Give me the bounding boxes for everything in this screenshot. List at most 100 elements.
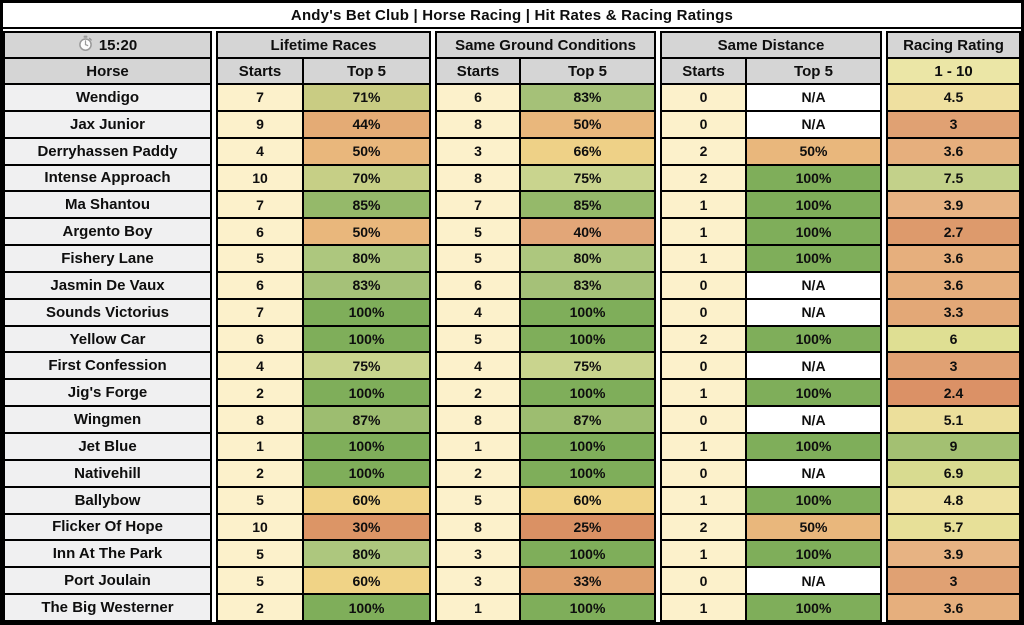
top5-rate-cell: 100% — [519, 297, 656, 327]
starts-cell: 6 — [216, 324, 304, 354]
horse-name-cell: First Confession — [3, 351, 212, 381]
table-row: Jasmin De Vaux — [3, 270, 212, 300]
racing-rating-cell: 5.7 — [886, 512, 1021, 542]
header-row-groups: Same Distance — [660, 31, 882, 59]
racing-rating-cell: 6.9 — [886, 458, 1021, 488]
top5-rate-cell: 100% — [745, 593, 882, 622]
table-row: 2 50% — [660, 512, 882, 542]
top5-rate-cell: 60% — [302, 485, 431, 515]
table-row: 7 71% — [216, 83, 431, 112]
table-row: 1 100% — [660, 431, 882, 461]
racing-rating-cell: 3.6 — [886, 136, 1021, 166]
racing-rating-cell: 9 — [886, 431, 1021, 461]
horse-name-cell: Derryhassen Paddy — [3, 136, 212, 166]
racing-rating-header: Racing Rating — [886, 31, 1021, 59]
top5-rate-cell: 71% — [302, 83, 431, 112]
table-area: 15:20 Horse Wendigo Jax Junior Derryhassen… — [3, 31, 1021, 622]
horse-name-cell: Nativehill — [3, 458, 212, 488]
top5-rate-cell: N/A — [745, 351, 882, 381]
table-row: 7 85% — [435, 190, 656, 220]
table-row: 3.6 — [886, 244, 1021, 273]
horse-name-cell: Ma Shantou — [3, 190, 212, 220]
starts-cell: 2 — [660, 163, 747, 193]
top5-rate-cell: 83% — [519, 83, 656, 112]
racing-rating-cell: 3 — [886, 351, 1021, 381]
table-row: 4 50% — [216, 136, 431, 166]
horse-name-cell: The Big Westerner — [3, 593, 212, 622]
top5-rate-cell: 50% — [519, 109, 656, 139]
starts-cell: 8 — [435, 109, 521, 139]
top5-rate-cell: 80% — [519, 244, 656, 273]
table-row: 6 83% — [435, 83, 656, 112]
header-row-columns: Starts Top 5 — [435, 57, 656, 85]
header-row-groups: 15:20 — [3, 31, 212, 59]
header-row-groups: Same Ground Conditions — [435, 31, 656, 59]
top5-rate-cell: 100% — [745, 190, 882, 220]
top5-rate-cell: N/A — [745, 405, 882, 434]
horse-name-cell: Argento Boy — [3, 217, 212, 247]
top5-rate-cell: 100% — [745, 244, 882, 273]
table-row: Derryhassen Paddy — [3, 136, 212, 166]
top5-rate-cell: 100% — [519, 324, 656, 354]
top5-rate-cell: 100% — [302, 593, 431, 622]
top5-rate-cell: 40% — [519, 217, 656, 247]
starts-cell: 0 — [660, 83, 747, 112]
top5-rate-cell: 66% — [519, 136, 656, 166]
starts-cell: 0 — [660, 405, 747, 434]
top5-rate-cell: 87% — [519, 405, 656, 434]
top5-rate-cell: 100% — [302, 297, 431, 327]
starts-cell: 5 — [435, 324, 521, 354]
top5-rate-cell: 100% — [519, 593, 656, 622]
racing-rating-table: Racing Rating 1 - 10 4.5 3 3.6 7.5 3.9 2.7 3.6… — [886, 31, 1021, 622]
top5-header: Top 5 — [519, 57, 656, 85]
table-row: 1 100% — [660, 217, 882, 247]
table-row: 2.7 — [886, 217, 1021, 247]
header-row-columns: 1 - 10 — [886, 57, 1021, 85]
table-row: 1 100% — [435, 593, 656, 622]
lifetime-races-header: Lifetime Races — [216, 31, 431, 59]
top5-rate-cell: N/A — [745, 83, 882, 112]
starts-cell: 8 — [435, 512, 521, 542]
table-row: 3 100% — [435, 539, 656, 569]
table-row: 3.9 — [886, 190, 1021, 220]
racing-rating-cell: 3.6 — [886, 270, 1021, 300]
horse-name-cell: Fishery Lane — [3, 244, 212, 273]
starts-cell: 6 — [216, 217, 304, 247]
table-row: 7 100% — [216, 297, 431, 327]
starts-cell: 1 — [435, 431, 521, 461]
table-row: 5 100% — [435, 324, 656, 354]
table-row: 4.5 — [886, 83, 1021, 112]
starts-cell: 0 — [660, 270, 747, 300]
starts-cell: 5 — [435, 485, 521, 515]
starts-cell: 0 — [660, 566, 747, 596]
top5-rate-cell: 50% — [745, 512, 882, 542]
starts-cell: 3 — [435, 566, 521, 596]
table-row: 5.7 — [886, 512, 1021, 542]
table-row: 9 — [886, 431, 1021, 461]
starts-cell: 7 — [435, 190, 521, 220]
top5-rate-cell: 100% — [302, 324, 431, 354]
table-row: 3 66% — [435, 136, 656, 166]
starts-cell: 2 — [435, 458, 521, 488]
table-row: Jig's Forge — [3, 378, 212, 408]
top5-rate-cell: 87% — [302, 405, 431, 434]
table-row: 0 N/A — [660, 566, 882, 596]
top5-rate-cell: 70% — [302, 163, 431, 193]
header-row-columns: Starts Top 5 — [660, 57, 882, 85]
table-row: 3.9 — [886, 539, 1021, 569]
racing-rating-cell: 7.5 — [886, 163, 1021, 193]
table-row: 6 100% — [216, 324, 431, 354]
starts-cell: 1 — [660, 485, 747, 515]
table-row: 3 — [886, 109, 1021, 139]
starts-cell: 2 — [216, 458, 304, 488]
racing-rating-cell: 4.8 — [886, 485, 1021, 515]
starts-cell: 10 — [216, 163, 304, 193]
starts-cell: 5 — [435, 244, 521, 273]
top5-rate-cell: 75% — [519, 351, 656, 381]
top5-rate-cell: 75% — [519, 163, 656, 193]
starts-cell: 6 — [435, 83, 521, 112]
table-row: Wingmen — [3, 405, 212, 434]
starts-header: Starts — [660, 57, 747, 85]
lifetime-races-table: Lifetime Races Starts Top 5 7 71% 9 44% 4 50%… — [216, 31, 431, 622]
table-row: 1 100% — [660, 539, 882, 569]
